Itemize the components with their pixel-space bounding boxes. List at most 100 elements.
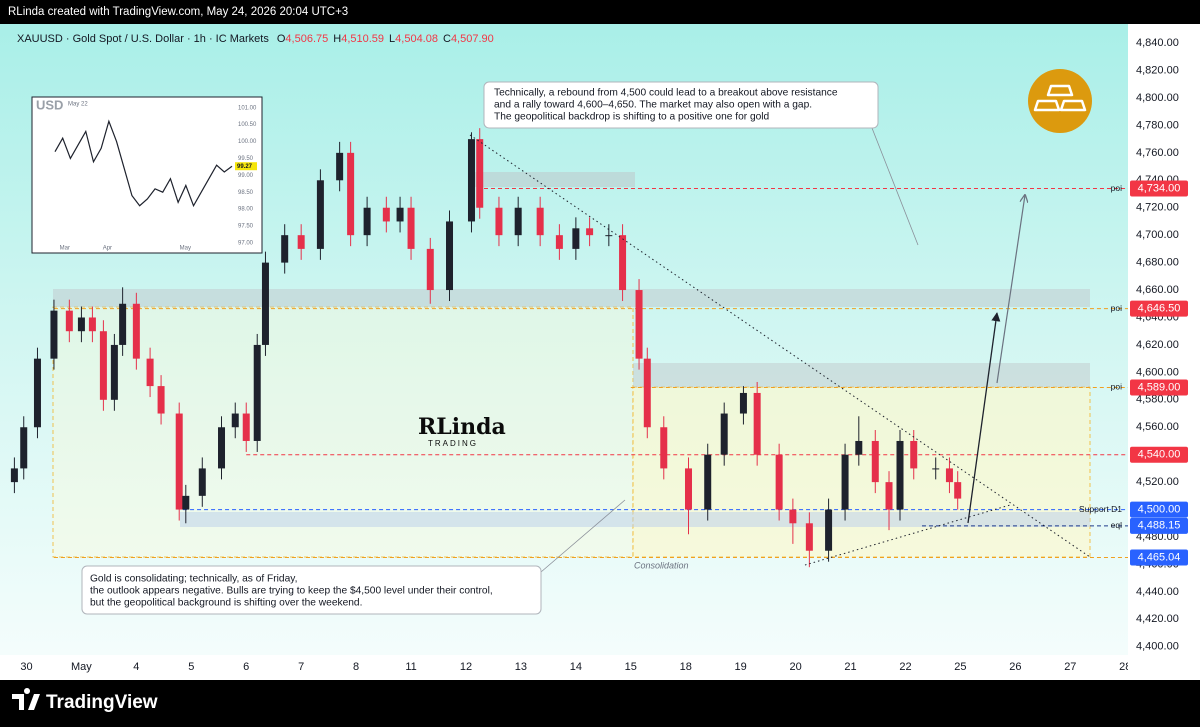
inset-x-tick-label: Mar xyxy=(60,246,70,252)
inset-x-tick-label: Apr xyxy=(103,246,112,252)
x-tick-label: 4 xyxy=(133,661,139,673)
x-tick-label: 15 xyxy=(625,661,637,673)
candle-body xyxy=(426,248,434,291)
candle-body xyxy=(119,303,127,345)
footer-brand: TradingView xyxy=(46,692,158,713)
candle-body xyxy=(146,358,154,387)
level-tag xyxy=(1130,517,1188,534)
annotation-text: The geopolitical backdrop is shifting to… xyxy=(494,112,770,123)
y-tick-label: 4,720.00 xyxy=(1136,202,1179,214)
inset-y-tick-label: 97.00 xyxy=(238,240,254,246)
consolidation-zone xyxy=(632,386,1091,558)
y-tick-label: 4,760.00 xyxy=(1136,147,1179,159)
level-tag-label: 4,734.00 xyxy=(1138,182,1181,194)
supply-zone xyxy=(475,172,635,187)
footer-logo xyxy=(12,687,40,710)
level-note: eql xyxy=(1111,520,1122,530)
inset-chart: USD May 22 97.00 97.50 98.00 98.50 99.00 99.5… xyxy=(31,96,263,254)
annotation-text: Gold is consolidating; technically, as o… xyxy=(90,574,297,585)
candle-body xyxy=(495,207,503,236)
watermark-sub: TRADING xyxy=(428,439,478,448)
inset-x-tick-label: May xyxy=(180,246,191,252)
candle-body xyxy=(704,454,712,510)
candle-body xyxy=(77,317,85,332)
candle-body xyxy=(33,358,41,428)
x-axis-background xyxy=(0,655,1200,680)
logo-bars xyxy=(1033,84,1087,112)
candle-body xyxy=(739,392,747,414)
callout-line xyxy=(871,127,919,246)
candle-body xyxy=(242,413,250,441)
watermark-name: RLinda xyxy=(418,414,506,440)
candle-body xyxy=(635,290,643,359)
y-tick-label: 4,400.00 xyxy=(1136,641,1179,653)
inset-last-tag xyxy=(235,162,257,171)
inset-subtitle: May 22 xyxy=(68,102,88,108)
gold-logo xyxy=(1028,69,1092,133)
y-tick-label: 4,480.00 xyxy=(1136,531,1179,543)
x-tick-label: 11 xyxy=(405,661,416,673)
ohlc-key: H xyxy=(333,33,341,45)
callout-line xyxy=(540,499,626,573)
candle-body xyxy=(281,235,289,263)
candle-body xyxy=(805,523,813,551)
level-tag-label: 4,500.00 xyxy=(1138,503,1181,515)
y-tick-label: 4,600.00 xyxy=(1136,366,1179,378)
ohlc-value: 4,504.08 xyxy=(395,33,438,45)
candle-body xyxy=(253,344,261,441)
candle-body xyxy=(536,207,544,236)
legend: XAUUSD · Gold Spot / U.S. Dollar · 1h · … xyxy=(17,33,494,45)
x-tick-label: 12 xyxy=(460,661,472,673)
symbol: XAUUSD · Gold Spot / U.S. Dollar · 1h · … xyxy=(17,33,269,45)
candle-body xyxy=(896,440,904,510)
y-tick-label: 4,800.00 xyxy=(1136,92,1179,104)
inset-y-tick-label: 100.50 xyxy=(238,122,257,128)
candle-body xyxy=(297,235,305,249)
candle-body xyxy=(841,454,849,510)
candle-body xyxy=(382,207,390,222)
level-tag xyxy=(1130,549,1188,566)
candle-body xyxy=(467,139,475,222)
level-tag xyxy=(1130,180,1188,197)
y-tick-label: 4,780.00 xyxy=(1136,119,1179,131)
ohlc-value: 4,506.75 xyxy=(285,33,328,45)
candle-body xyxy=(396,207,404,222)
ohlc-value: 4,507.90 xyxy=(451,33,494,45)
y-tick-label: 4,580.00 xyxy=(1136,394,1179,406)
annotation-frame xyxy=(483,81,879,129)
footer-bar xyxy=(0,680,1200,727)
candle-body xyxy=(88,317,96,332)
candle-body xyxy=(643,358,651,428)
inset-y-tick-label: 97.50 xyxy=(238,224,254,230)
credit: RLinda created with TradingView.com, May… xyxy=(8,6,348,18)
candle-body xyxy=(514,207,522,236)
level-tag-label: 4,488.15 xyxy=(1138,520,1181,532)
candle-body xyxy=(407,207,415,249)
x-tick-label: 8 xyxy=(353,661,359,673)
candle-body xyxy=(775,454,783,510)
y-tick-label: 4,520.00 xyxy=(1136,476,1179,488)
candle-body xyxy=(555,235,563,249)
forecast-arrow xyxy=(967,312,1001,524)
y-axis-background xyxy=(1128,24,1200,680)
ohlc-key: C xyxy=(443,33,451,45)
watermark: RLinda TRADING xyxy=(418,414,506,448)
candle-body xyxy=(20,427,28,469)
candle-body xyxy=(175,413,183,510)
candle-body xyxy=(363,207,371,236)
x-tick-label: 25 xyxy=(954,661,966,673)
annotation-box: Gold is consolidating; technically, as o… xyxy=(81,565,542,615)
candle-body xyxy=(855,440,863,455)
x-tick-label: 5 xyxy=(188,661,194,673)
logo-circle xyxy=(1028,69,1092,133)
candle-body xyxy=(954,482,962,499)
inset-line xyxy=(54,119,233,208)
candle-body xyxy=(65,310,73,332)
top-bar xyxy=(0,0,1200,24)
x-tick-label: 20 xyxy=(789,661,801,673)
level-note: poi xyxy=(1111,303,1122,313)
y-tick-label: 4,620.00 xyxy=(1136,339,1179,351)
annotation-text: and a rally toward 4,600–4,650. The mark… xyxy=(494,100,812,111)
level-tags: 4,734.00 poi 4,646.50 poi 4,589.00 poi 4,540.0… xyxy=(1079,180,1188,566)
x-tick-label: 18 xyxy=(680,661,692,673)
